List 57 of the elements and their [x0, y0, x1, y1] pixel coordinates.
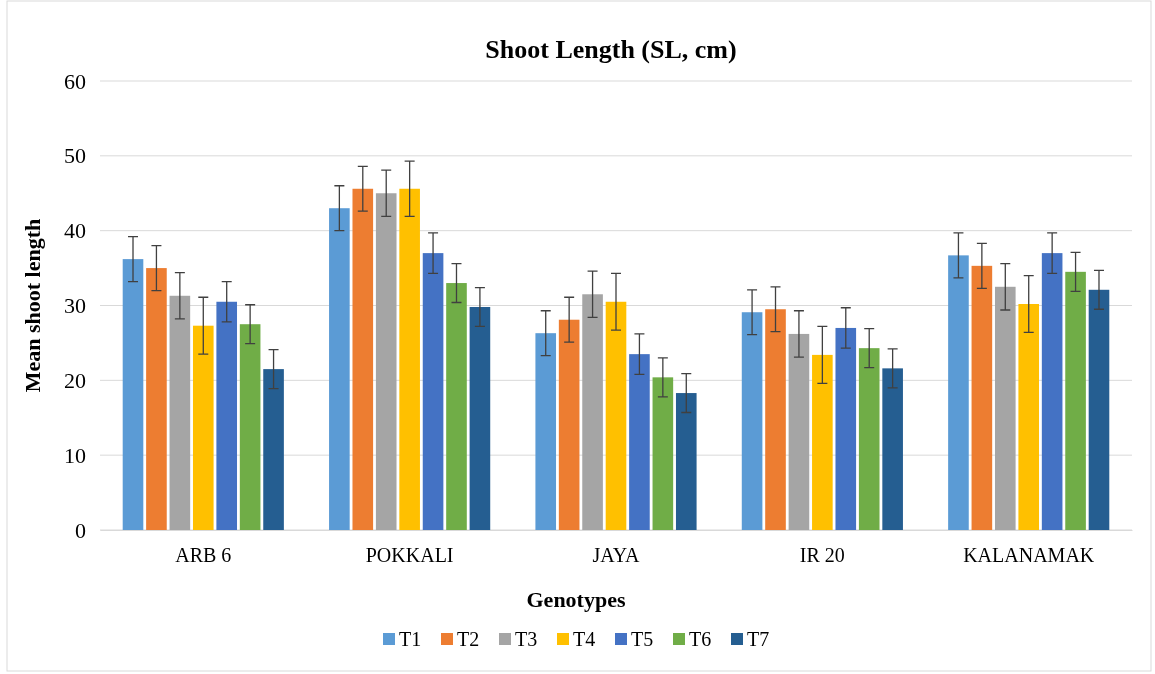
bar — [469, 307, 491, 530]
x-tick-label: ARB 6 — [175, 544, 232, 567]
bar — [122, 259, 144, 530]
y-tick-label: 60 — [64, 68, 86, 94]
x-tick-label: KALANAMAK — [963, 544, 1095, 567]
bar — [1065, 271, 1086, 530]
bar — [192, 325, 214, 530]
bar — [216, 301, 238, 530]
bar — [629, 354, 650, 530]
bar — [535, 333, 557, 530]
bar — [971, 265, 993, 530]
x-axis-title: Genotypes — [526, 587, 626, 612]
x-tick-label: JAYA — [592, 544, 641, 567]
bar — [582, 294, 603, 530]
bar — [858, 348, 880, 530]
bar — [1018, 304, 1040, 530]
bar — [239, 324, 261, 530]
bar — [399, 188, 420, 530]
bar — [948, 255, 969, 530]
bar — [422, 253, 444, 530]
bar — [994, 286, 1016, 530]
legend-label: T3 — [515, 628, 538, 650]
legend-label: T6 — [689, 628, 712, 650]
bar — [788, 333, 810, 530]
x-tick-label: IR 20 — [799, 544, 845, 567]
chart-title: Shoot Length (SL, cm) — [485, 35, 737, 64]
y-tick-label: 10 — [64, 442, 86, 468]
y-tick-label: 0 — [75, 517, 86, 543]
legend-label: T5 — [631, 628, 654, 650]
bar — [446, 283, 467, 530]
legend-label: T4 — [573, 628, 596, 650]
bar — [329, 208, 350, 530]
bar — [1041, 253, 1063, 530]
bar — [765, 309, 786, 530]
bar — [835, 327, 857, 530]
y-tick-label: 50 — [64, 143, 86, 169]
bar — [169, 295, 191, 530]
bar — [652, 377, 674, 530]
bar — [263, 369, 284, 530]
bar — [675, 393, 697, 530]
y-tick-label: 30 — [64, 293, 86, 319]
legend-label: T7 — [747, 628, 770, 650]
y-tick-label: 40 — [64, 218, 86, 244]
y-axis-title: Mean shoot length — [20, 218, 45, 393]
x-tick-label: POKKALI — [365, 544, 454, 567]
bar — [558, 319, 580, 530]
bar — [1088, 289, 1110, 530]
bar — [605, 301, 627, 530]
bar — [812, 354, 833, 530]
bar — [882, 368, 903, 530]
legend-label: T1 — [399, 628, 422, 650]
bar — [741, 312, 763, 530]
legend-label: T2 — [457, 628, 480, 650]
bar — [352, 188, 374, 530]
y-tick-label: 20 — [64, 367, 86, 393]
bar — [146, 268, 167, 530]
bar — [375, 193, 397, 530]
